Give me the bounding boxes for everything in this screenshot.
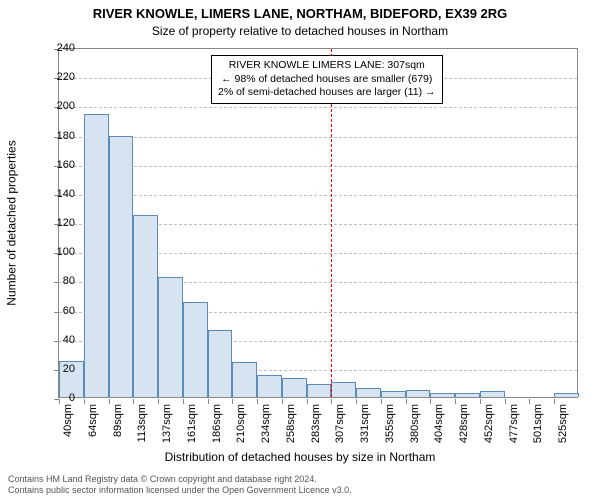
x-tick-label: 113sqm (136, 404, 148, 442)
x-tick-mark (158, 399, 159, 404)
y-tick-label: 120 (40, 217, 75, 229)
x-tick-label: 380sqm (409, 404, 421, 443)
x-tick-label: 452sqm (483, 404, 495, 443)
histogram-bar (232, 362, 257, 397)
x-tick-label: 477sqm (508, 404, 520, 443)
x-tick-mark (480, 399, 481, 404)
histogram-bar (356, 388, 381, 397)
histogram-bar (430, 393, 455, 397)
x-tick-label: 64sqm (87, 404, 99, 437)
footer-attribution: Contains HM Land Registry data © Crown c… (8, 474, 592, 496)
histogram-bar (554, 393, 579, 397)
gridline (59, 107, 577, 109)
x-tick-mark (307, 399, 308, 404)
x-tick-mark (356, 399, 357, 404)
x-tick-label: 258sqm (285, 404, 297, 443)
y-tick-label: 180 (40, 130, 75, 142)
x-tick-mark (331, 399, 332, 404)
histogram-bar (331, 382, 356, 397)
x-tick-mark (529, 399, 530, 404)
histogram-bar (133, 215, 158, 397)
histogram-bar (282, 378, 307, 397)
histogram-bar (158, 277, 183, 397)
x-tick-label: 331sqm (359, 404, 371, 443)
gridline (59, 166, 577, 168)
histogram-bar (109, 136, 134, 397)
chart-title: RIVER KNOWLE, LIMERS LANE, NORTHAM, BIDE… (0, 6, 600, 21)
histogram-bar (183, 302, 208, 397)
x-tick-mark (183, 399, 184, 404)
footer-line-2: Contains public sector information licen… (8, 485, 592, 496)
y-tick-label: 60 (40, 305, 75, 317)
y-tick-label: 200 (40, 100, 75, 112)
x-tick-mark (133, 399, 134, 404)
x-tick-mark (430, 399, 431, 404)
y-tick-label: 80 (40, 275, 75, 287)
y-tick-label: 240 (40, 42, 75, 54)
annotation-line: RIVER KNOWLE LIMERS LANE: 307sqm (218, 59, 436, 73)
histogram-bar (257, 375, 282, 397)
y-tick-label: 100 (40, 246, 75, 258)
x-tick-label: 210sqm (235, 404, 247, 443)
x-axis-label: Distribution of detached houses by size … (0, 450, 600, 464)
x-tick-mark (208, 399, 209, 404)
gridline (59, 137, 577, 139)
histogram-bar (480, 391, 505, 397)
annotation-box: RIVER KNOWLE LIMERS LANE: 307sqm← 98% of… (211, 55, 443, 104)
x-tick-label: 40sqm (62, 404, 74, 437)
x-tick-mark (232, 399, 233, 404)
x-tick-label: 428sqm (458, 404, 470, 443)
x-tick-label: 137sqm (161, 404, 173, 443)
x-tick-label: 186sqm (211, 404, 223, 443)
y-tick-label: 220 (40, 71, 75, 83)
x-tick-label: 234sqm (260, 404, 272, 443)
x-tick-label: 307sqm (334, 404, 346, 443)
annotation-line: 2% of semi-detached houses are larger (1… (218, 86, 436, 100)
histogram-bar (307, 384, 332, 397)
annotation-line: ← 98% of detached houses are smaller (67… (218, 73, 436, 87)
histogram-bar (406, 390, 431, 397)
x-tick-mark (84, 399, 85, 404)
x-tick-label: 355sqm (384, 404, 396, 443)
y-tick-label: 160 (40, 159, 75, 171)
x-tick-mark (381, 399, 382, 404)
x-tick-label: 283sqm (310, 404, 322, 443)
y-axis-label: Number of detached properties (4, 48, 19, 398)
footer-line-1: Contains HM Land Registry data © Crown c… (8, 474, 592, 485)
y-tick-label: 140 (40, 188, 75, 200)
x-tick-mark (257, 399, 258, 404)
x-tick-mark (455, 399, 456, 404)
chart-area: 40sqm64sqm89sqm113sqm137sqm161sqm186sqm2… (58, 48, 578, 398)
x-tick-mark (505, 399, 506, 404)
histogram-bar (84, 114, 109, 397)
x-tick-mark (554, 399, 555, 404)
x-tick-label: 404sqm (433, 404, 445, 443)
plot-box: 40sqm64sqm89sqm113sqm137sqm161sqm186sqm2… (58, 48, 578, 398)
chart-subtitle: Size of property relative to detached ho… (0, 24, 600, 38)
histogram-bar (208, 330, 233, 397)
y-tick-label: 40 (40, 334, 75, 346)
x-tick-mark (406, 399, 407, 404)
x-tick-label: 161sqm (186, 404, 198, 443)
y-tick-label: 20 (40, 363, 75, 375)
x-tick-label: 89sqm (112, 404, 124, 437)
x-tick-mark (109, 399, 110, 404)
y-tick-label: 0 (40, 392, 75, 404)
x-tick-label: 501sqm (532, 404, 544, 443)
x-tick-mark (282, 399, 283, 404)
gridline (59, 195, 577, 197)
histogram-bar (381, 391, 406, 397)
x-tick-label: 525sqm (557, 404, 569, 443)
chart-container: RIVER KNOWLE, LIMERS LANE, NORTHAM, BIDE… (0, 0, 600, 500)
histogram-bar (455, 393, 480, 397)
